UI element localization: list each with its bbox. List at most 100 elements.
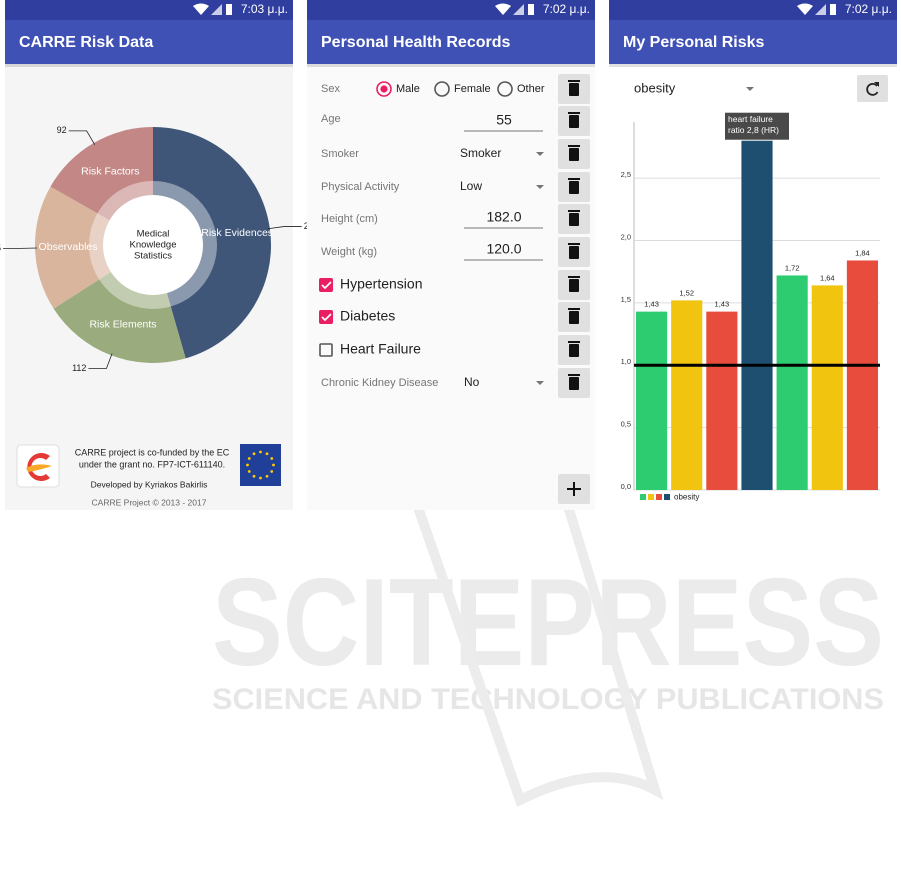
radio-label[interactable]: Female: [454, 83, 491, 95]
trash-body[interactable]: [569, 148, 579, 161]
center-text: Knowledge: [129, 240, 176, 251]
trash-body[interactable]: [569, 279, 579, 292]
input-value[interactable]: 182.0: [486, 209, 521, 225]
wifi-icon: [797, 3, 813, 15]
trash-body[interactable]: [569, 181, 579, 194]
trash-body[interactable]: [569, 213, 579, 226]
bar-value-label: 1,43: [644, 300, 659, 309]
bar-value-label: 1,43: [715, 300, 730, 309]
center-text: Medical: [137, 229, 170, 240]
trash-body[interactable]: [569, 311, 579, 324]
bar[interactable]: [776, 275, 808, 490]
input-value[interactable]: 120.0: [486, 241, 521, 257]
trash-lid[interactable]: [568, 112, 580, 114]
bar[interactable]: [811, 285, 843, 490]
delete-button[interactable]: [558, 270, 590, 300]
radio-button[interactable]: [434, 81, 450, 97]
eu-star: [259, 450, 262, 454]
delete-button[interactable]: [558, 172, 590, 202]
radio-button[interactable]: [376, 81, 392, 97]
eu-star: [252, 452, 256, 456]
y-tick-label: 0,0: [621, 482, 631, 491]
bar-value-label: 1,72: [785, 263, 800, 272]
phone-screen: 7:02 μ.μ. My Personal Risks obesity 0,0 0,5 1…: [609, 0, 897, 510]
checkbox[interactable]: [319, 278, 333, 292]
delete-button[interactable]: [558, 335, 590, 365]
delete-button[interactable]: [558, 368, 590, 398]
leader-line: [68, 130, 96, 145]
bar[interactable]: [671, 300, 703, 490]
field-label: Smoker: [321, 148, 359, 160]
select-value[interactable]: Low: [460, 179, 482, 193]
refresh-button[interactable]: [857, 75, 888, 102]
checkbox[interactable]: [319, 343, 333, 357]
trash-body[interactable]: [569, 115, 579, 128]
app-bar-title: My Personal Risks: [623, 34, 765, 51]
delete-button[interactable]: [558, 302, 590, 332]
leader-line: [88, 353, 113, 369]
value-label: 92: [57, 125, 67, 135]
funding-text: CARRE project is co-funded by the EC: [75, 447, 230, 457]
slice-label: Observables: [39, 241, 98, 253]
developer-text: Developed by Kyriakos Bakirlis: [91, 479, 208, 489]
field-label: Chronic Kidney Disease: [321, 377, 438, 389]
trash-lid[interactable]: [568, 210, 580, 212]
app-bar-shadow: [5, 64, 293, 67]
radio-label[interactable]: Other: [517, 83, 545, 95]
eu-star: [265, 474, 269, 478]
slice-label: Risk Factors: [81, 165, 139, 177]
dropdown-arrow: [746, 87, 754, 91]
checkbox[interactable]: [319, 310, 333, 324]
trash-lid[interactable]: [568, 374, 580, 376]
trash-body[interactable]: [569, 344, 579, 357]
legend-swatch: [664, 494, 670, 500]
bar[interactable]: [741, 140, 773, 491]
input-value[interactable]: 55: [496, 112, 512, 128]
delete-button[interactable]: [558, 106, 590, 136]
carre-logo-swoosh: [26, 464, 52, 472]
field-label: Weight (kg): [321, 246, 377, 258]
select-value[interactable]: No: [464, 375, 480, 389]
trash-lid[interactable]: [568, 145, 580, 147]
risk-selector[interactable]: obesity: [634, 80, 676, 95]
tooltip-text: ratio 2,8 (HR): [728, 125, 779, 135]
app-bar: [5, 20, 293, 64]
delete-button[interactable]: [558, 204, 590, 234]
select-value[interactable]: Smoker: [460, 146, 501, 160]
refresh-arrow[interactable]: [874, 82, 879, 87]
trash-lid[interactable]: [568, 243, 580, 245]
refresh-icon[interactable]: [866, 83, 879, 96]
trash-body[interactable]: [569, 377, 579, 390]
delete-button[interactable]: [558, 237, 590, 267]
trash-body[interactable]: [569, 246, 579, 259]
delete-button[interactable]: [558, 139, 590, 169]
trash-lid[interactable]: [568, 308, 580, 310]
radio-label[interactable]: Male: [396, 83, 420, 95]
radio-button[interactable]: [497, 81, 513, 97]
add-button[interactable]: [558, 474, 590, 504]
app-bar-shadow: [609, 64, 897, 67]
bar[interactable]: [636, 311, 668, 490]
trash-lid[interactable]: [568, 178, 580, 180]
legend-swatch: [640, 494, 646, 500]
trash-lid[interactable]: [568, 80, 580, 82]
checkbox-label[interactable]: Heart Failure: [340, 341, 421, 357]
add-icon[interactable]: [567, 482, 581, 496]
trash-body[interactable]: [569, 83, 579, 96]
trash-lid[interactable]: [568, 276, 580, 278]
trash-lid[interactable]: [568, 341, 580, 343]
checkbox-label[interactable]: Hypertension: [340, 276, 423, 292]
app-bar-title: CARRE Risk Data: [19, 34, 153, 51]
checkbox-label[interactable]: Diabetes: [340, 308, 395, 324]
refresh-button-bg[interactable]: [857, 75, 888, 102]
bar[interactable]: [706, 311, 738, 490]
eu-star: [246, 463, 249, 467]
app-bar: [609, 20, 897, 64]
app-bar-shadow: [307, 64, 595, 67]
delete-button[interactable]: [558, 74, 590, 104]
checkbox-tick: [321, 313, 332, 322]
wifi-icon: [193, 3, 209, 15]
signal-icon: [513, 4, 524, 15]
field-label: Age: [321, 113, 341, 125]
bar[interactable]: [846, 260, 878, 490]
